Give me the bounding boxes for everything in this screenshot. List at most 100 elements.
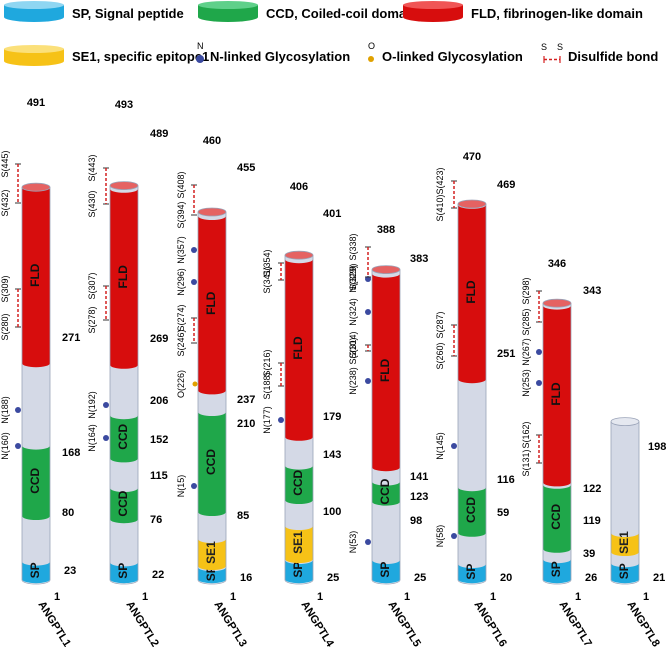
protein-top-cap — [197, 207, 227, 217]
protein-top-cap — [610, 417, 640, 427]
domain-label: SP — [464, 564, 478, 580]
domain-sp — [372, 560, 401, 584]
protein-name: ANGPTL5 — [385, 599, 422, 647]
position-number: 25 — [414, 572, 426, 584]
legend-se1-label: SE1, specific epitope1 — [72, 49, 209, 64]
protein-name: ANGPTL1 — [35, 599, 72, 647]
n-glycosylation-icon — [196, 55, 204, 63]
disulfide-site-label: S(287) — [435, 311, 445, 338]
position-number: 119 — [583, 515, 601, 527]
n-glycosylation-icon — [191, 483, 197, 489]
position-number: 346 — [548, 258, 566, 270]
protein-top-cap — [284, 250, 314, 260]
disulfide-site-label: S(314) — [348, 331, 358, 358]
domain-fld — [543, 305, 571, 487]
domain-fld — [110, 188, 138, 369]
protein-name: ANGPTL7 — [556, 599, 593, 647]
protein-angptl3: SPSE1CCDFLD11685210237455460N(15)N(296)N… — [176, 135, 255, 647]
position-number: 198 — [648, 441, 666, 453]
domain-ccd — [372, 481, 401, 506]
disulfide-site-label: S(354) — [262, 249, 272, 276]
domain-label: FLD — [204, 291, 218, 315]
domain-label: FLD — [28, 263, 42, 287]
legend-fld-label: FLD, fibrinogen-like domain — [471, 6, 643, 21]
n-glycosylation-icon — [536, 380, 542, 386]
disulfide-site-label: S(162) — [521, 421, 531, 448]
legend-s-letter-left: S — [541, 42, 547, 52]
disulfide-bond-icon — [191, 317, 197, 344]
domain-label: CCD — [464, 497, 478, 523]
protein-outline — [197, 212, 227, 585]
protein-angptl8: SP SE1 1 21 198 ANGPTL8 — [610, 417, 666, 647]
n-glycosylation-label: N(58) — [435, 525, 445, 548]
position-number: 100 — [323, 506, 341, 518]
disulfide-site-label: S(246) — [176, 329, 186, 356]
domain-se1 — [198, 539, 226, 570]
legend-se1-swatch-top — [4, 45, 64, 53]
o-glycosylation-label: O(226) — [176, 370, 186, 398]
position-number: 455 — [237, 162, 255, 174]
legend-fld-swatch — [403, 5, 463, 22]
domain-label: FLD — [291, 336, 305, 360]
position-number: 470 — [463, 151, 481, 163]
domain-sp — [611, 563, 639, 584]
disulfide-site-label: S(285) — [521, 308, 531, 335]
disulfide-bond-icon — [103, 285, 109, 321]
n-glycosylation-label: N(329) — [348, 265, 358, 293]
domain-fld — [22, 187, 51, 368]
legend-sp-swatch-top — [4, 1, 64, 9]
n-glycosylation-label: N(160) — [0, 432, 10, 460]
domain-ccd — [110, 488, 138, 524]
legend-fld-swatch-top — [403, 1, 463, 9]
position-number: 39 — [583, 548, 595, 560]
disulfide-bond-icon — [536, 290, 542, 323]
position-number: 26 — [585, 572, 597, 584]
domain-label: FLD — [549, 382, 563, 406]
position-number: 251 — [497, 348, 515, 360]
disulfide-site-label: S(131) — [521, 449, 531, 476]
legend-fld: FLD, fibrinogen-like domain — [403, 1, 643, 22]
domain-ccd — [285, 465, 313, 504]
protein-outline — [21, 187, 51, 585]
position-number: 98 — [410, 515, 422, 527]
disulfide-bond-icon — [191, 184, 197, 216]
domain-label: CCD — [204, 449, 218, 475]
position-number: 179 — [323, 411, 341, 423]
disulfide-bond-icon — [278, 362, 284, 387]
domain-fld — [372, 273, 401, 472]
position-number: 383 — [410, 253, 428, 265]
o-glycosylation-icon — [192, 381, 198, 387]
position-number: 116 — [497, 474, 515, 486]
domain-label: CCD — [28, 467, 42, 493]
domain-label: FLD — [464, 280, 478, 304]
domain-label: FLD — [378, 358, 392, 382]
position-number: 206 — [150, 395, 168, 407]
n-glycosylation-label: N(238) — [348, 367, 358, 395]
domain-fld — [198, 216, 226, 395]
domain-label: SP — [617, 563, 631, 579]
disulfide-bond-icon — [103, 167, 109, 205]
domain-label: CCD — [549, 503, 563, 529]
position-number: 388 — [377, 224, 395, 236]
n-glycosylation-label: N(145) — [435, 432, 445, 460]
legend-disulfide: S S Disulfide bond — [541, 42, 658, 64]
n-glycosylation-icon — [451, 443, 457, 449]
legend-sp: SP, Signal peptide — [4, 1, 184, 22]
disulfide-site-label: S(432) — [0, 189, 10, 216]
position-number: 237 — [237, 394, 255, 406]
n-glycosylation-label: N(15) — [176, 475, 186, 498]
position-number: 20 — [500, 572, 512, 584]
n-glycosylation-icon — [191, 247, 197, 253]
legend-o-letter: O — [368, 41, 375, 51]
position-number: 401 — [323, 208, 341, 220]
domain-ccd — [22, 445, 51, 520]
disulfide-site-label: S(408) — [176, 171, 186, 198]
position-number: 489 — [150, 128, 168, 140]
n-glycosylation-icon — [103, 435, 109, 441]
domain-ccd — [458, 487, 486, 537]
position-number: 1 — [490, 591, 496, 603]
o-glycosylation-icon — [368, 56, 374, 62]
protein-outline — [457, 204, 487, 585]
position-number: 59 — [497, 507, 509, 519]
domain-sp — [110, 562, 138, 584]
